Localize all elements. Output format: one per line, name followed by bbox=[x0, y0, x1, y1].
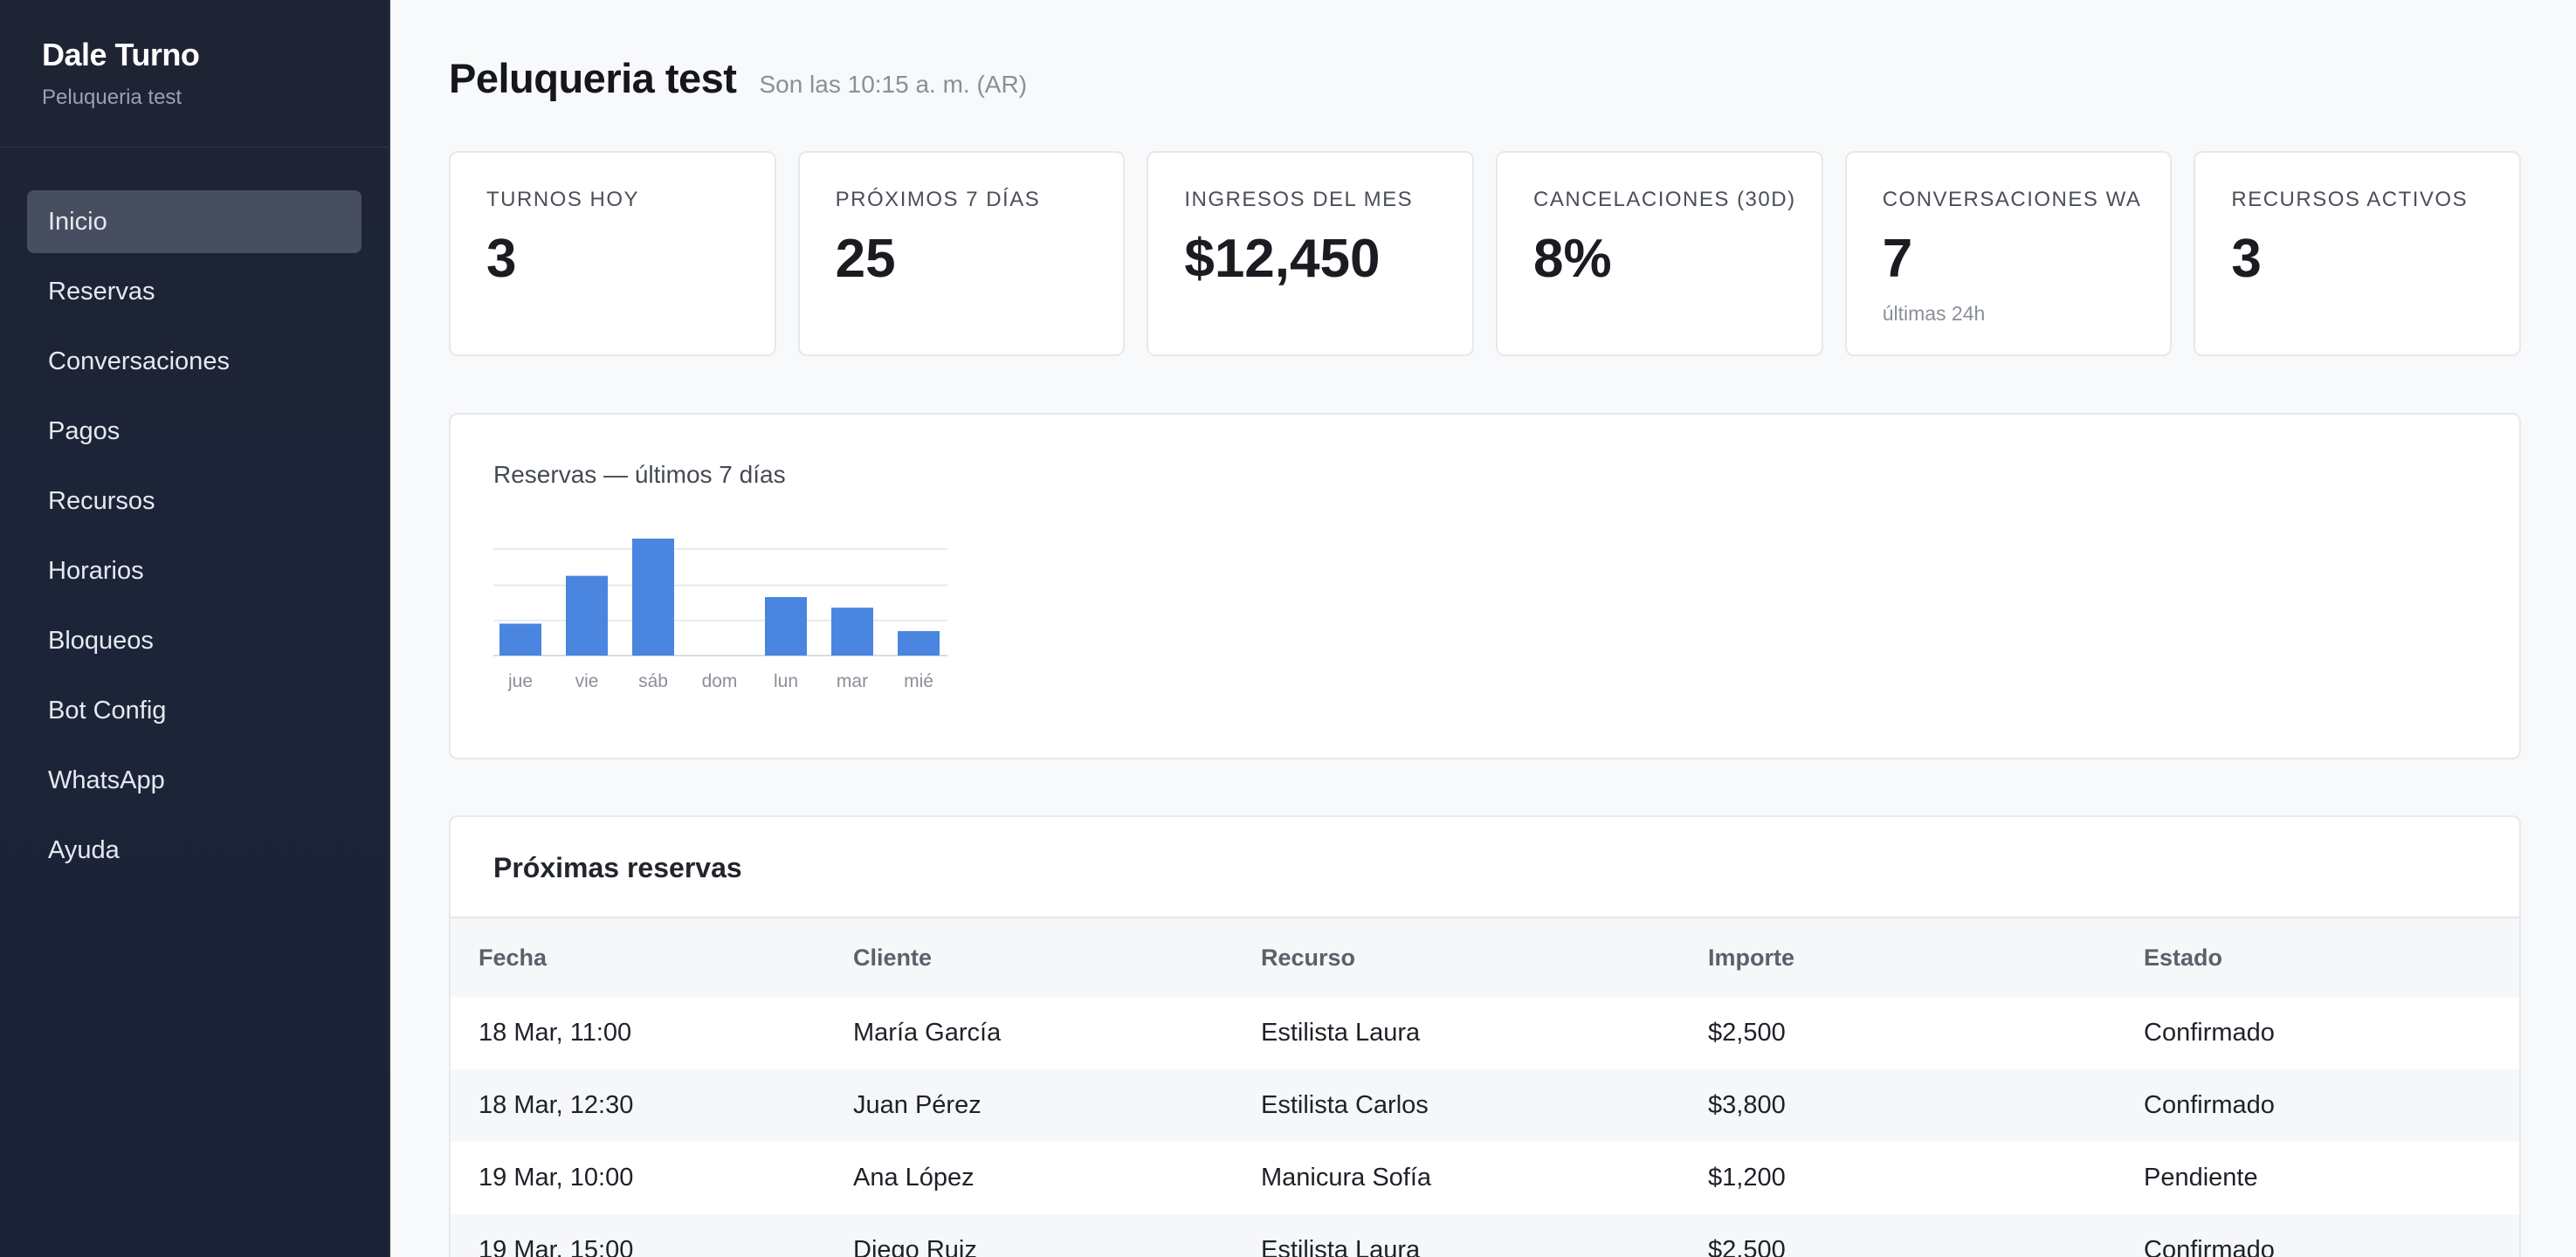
table-header-row: Fecha Cliente Recurso Importe Estado bbox=[451, 918, 2519, 997]
cell-recurso: Estilista Carlos bbox=[1233, 1069, 1680, 1142]
sidebar-item-reservas[interactable]: Reservas bbox=[27, 260, 362, 323]
sidebar-item-recursos[interactable]: Recursos bbox=[27, 470, 362, 532]
stat-card-recursos-activos: RECURSOS ACTIVOS 3 bbox=[2194, 151, 2522, 356]
chart-tick-label: dom bbox=[702, 671, 738, 691]
stat-value: 3 bbox=[2231, 229, 2262, 289]
sidebar-item-whatsapp[interactable]: WhatsApp bbox=[27, 749, 362, 812]
chart-bar[interactable] bbox=[831, 608, 873, 656]
chart-bar[interactable] bbox=[566, 575, 608, 656]
stat-label: INGRESOS DEL MES bbox=[1184, 188, 1414, 211]
chart-tick-label: mar bbox=[837, 671, 868, 691]
stats-row: TURNOS HOY 3 PRÓXIMOS 7 DÍAS 25 INGRESOS… bbox=[449, 151, 2522, 356]
cell-fecha: 18 Mar, 12:30 bbox=[451, 1069, 825, 1142]
cell-estado: Confirmado bbox=[2116, 997, 2519, 1069]
brand-name: Dale Turno bbox=[42, 37, 200, 72]
chart-tick-label: vie bbox=[575, 671, 599, 691]
cell-cliente: María García bbox=[825, 997, 1233, 1069]
brand-subtitle: Peluqueria test bbox=[42, 86, 183, 109]
chart-tick-label: sáb bbox=[638, 671, 668, 691]
chart-tick-label: jue bbox=[507, 671, 533, 691]
stat-card-turnos-hoy: TURNOS HOY 3 bbox=[449, 151, 776, 356]
table-row[interactable]: 19 Mar, 10:00 Ana López Manicura Sofía $… bbox=[451, 1142, 2519, 1214]
column-header-fecha: Fecha bbox=[451, 918, 825, 997]
sidebar-item-bot-config[interactable]: Bot Config bbox=[27, 679, 362, 742]
chart-title: Reservas — últimos 7 días bbox=[493, 461, 786, 488]
bookings-bar-chart: jue vie sáb dom lun mar mié bbox=[493, 539, 947, 691]
sidebar: Dale Turno Peluqueria test Inicio Reserv… bbox=[0, 0, 390, 1257]
page-title: Peluqueria test bbox=[449, 55, 737, 101]
chart-bar[interactable] bbox=[499, 623, 541, 656]
cell-recurso: Estilista Laura bbox=[1233, 1214, 1680, 1257]
sidebar-item-horarios[interactable]: Horarios bbox=[27, 539, 362, 602]
bookings-table: Fecha Cliente Recurso Importe Estado 18 … bbox=[451, 918, 2519, 1257]
cell-importe: $1,200 bbox=[1680, 1142, 2116, 1214]
sidebar-item-label: Inicio bbox=[48, 207, 107, 236]
chart-bar[interactable] bbox=[632, 539, 674, 656]
upcoming-bookings-card: Próximas reservas Fecha Cliente Recurso … bbox=[449, 815, 2521, 1257]
current-time: Son las 10:15 a. m. (AR) bbox=[759, 71, 1028, 98]
sidebar-item-inicio[interactable]: Inicio bbox=[27, 190, 362, 253]
stat-card-conversaciones-wa: CONVERSACIONES WA 7 últimas 24h bbox=[1844, 151, 2173, 356]
cell-importe: $3,800 bbox=[1680, 1069, 2116, 1142]
cell-estado: Confirmado bbox=[2116, 1214, 2519, 1257]
sidebar-item-label: Bot Config bbox=[48, 696, 167, 725]
stat-label: RECURSOS ACTIVOS bbox=[2231, 188, 2469, 211]
cell-cliente: Juan Pérez bbox=[825, 1069, 1233, 1142]
stat-label: CANCELACIONES (30D) bbox=[1533, 188, 1796, 211]
stat-value: 8% bbox=[1533, 229, 1612, 289]
cell-recurso: Estilista Laura bbox=[1233, 997, 1680, 1069]
stat-card-proximos-7-dias: PRÓXIMOS 7 DÍAS 25 bbox=[797, 151, 1126, 356]
bookings-chart-card: Reservas — últimos 7 días jue vie sáb dom lu… bbox=[449, 413, 2521, 759]
sidebar-item-label: Bloqueos bbox=[48, 626, 154, 655]
stat-card-ingresos-del-mes: INGRESOS DEL MES $12,450 bbox=[1147, 151, 1475, 356]
table-row[interactable]: 19 Mar, 15:00 Diego Ruiz Estilista Laura… bbox=[451, 1214, 2519, 1257]
stat-card-cancelaciones: CANCELACIONES (30D) 8% bbox=[1496, 151, 1823, 356]
cell-importe: $2,500 bbox=[1680, 1214, 2116, 1257]
stat-label: CONVERSACIONES WA bbox=[1882, 188, 2142, 211]
chart-bar[interactable] bbox=[765, 597, 807, 656]
sidebar-item-bloqueos[interactable]: Bloqueos bbox=[27, 609, 362, 672]
stat-label: PRÓXIMOS 7 DÍAS bbox=[835, 188, 1041, 211]
column-header-recurso: Recurso bbox=[1233, 918, 1680, 997]
chart-bar[interactable] bbox=[898, 630, 940, 656]
sidebar-item-label: WhatsApp bbox=[48, 766, 165, 794]
stat-sub: últimas 24h bbox=[1882, 302, 1986, 325]
cell-estado: Pendiente bbox=[2116, 1142, 2519, 1214]
stat-value: 25 bbox=[835, 229, 896, 289]
stat-label: TURNOS HOY bbox=[486, 188, 640, 211]
cell-cliente: Diego Ruiz bbox=[825, 1214, 1233, 1257]
column-header-estado: Estado bbox=[2116, 918, 2519, 997]
brand: Dale Turno Peluqueria test bbox=[0, 0, 389, 148]
stat-value: 7 bbox=[1882, 229, 1913, 289]
sidebar-item-label: Ayuda bbox=[48, 835, 120, 864]
sidebar-item-label: Horarios bbox=[48, 556, 144, 585]
table-row[interactable]: 18 Mar, 12:30 Juan Pérez Estilista Carlo… bbox=[451, 1069, 2519, 1142]
cell-estado: Confirmado bbox=[2116, 1069, 2519, 1142]
chart-tick-label: lun bbox=[774, 671, 798, 691]
stat-value: 3 bbox=[486, 229, 517, 289]
column-header-importe: Importe bbox=[1680, 918, 2116, 997]
sidebar-item-ayuda[interactable]: Ayuda bbox=[27, 819, 362, 882]
sidebar-item-pagos[interactable]: Pagos bbox=[27, 400, 362, 463]
sidebar-item-label: Pagos bbox=[48, 416, 121, 445]
stat-value: $12,450 bbox=[1184, 229, 1381, 289]
sidebar-item-label: Recursos bbox=[48, 486, 155, 515]
column-header-cliente: Cliente bbox=[825, 918, 1233, 997]
cell-fecha: 19 Mar, 10:00 bbox=[451, 1142, 825, 1214]
page-header: Peluqueria test Son las 10:15 a. m. (AR) bbox=[449, 54, 1027, 102]
main-content: Peluqueria test Son las 10:15 a. m. (AR)… bbox=[390, 0, 2576, 1257]
cell-importe: $2,500 bbox=[1680, 997, 2116, 1069]
cell-fecha: 18 Mar, 11:00 bbox=[451, 997, 825, 1069]
cell-recurso: Manicura Sofía bbox=[1233, 1142, 1680, 1214]
table-title: Próximas reservas bbox=[451, 817, 2519, 918]
chart-tick-label: mié bbox=[904, 671, 933, 691]
table-row[interactable]: 18 Mar, 11:00 María García Estilista Lau… bbox=[451, 997, 2519, 1069]
cell-fecha: 19 Mar, 15:00 bbox=[451, 1214, 825, 1257]
sidebar-nav: Inicio Reservas Conversaciones Pagos Rec… bbox=[0, 148, 389, 882]
sidebar-item-label: Reservas bbox=[48, 277, 155, 306]
sidebar-item-conversaciones[interactable]: Conversaciones bbox=[27, 330, 362, 393]
cell-cliente: Ana López bbox=[825, 1142, 1233, 1214]
sidebar-item-label: Conversaciones bbox=[48, 347, 230, 375]
